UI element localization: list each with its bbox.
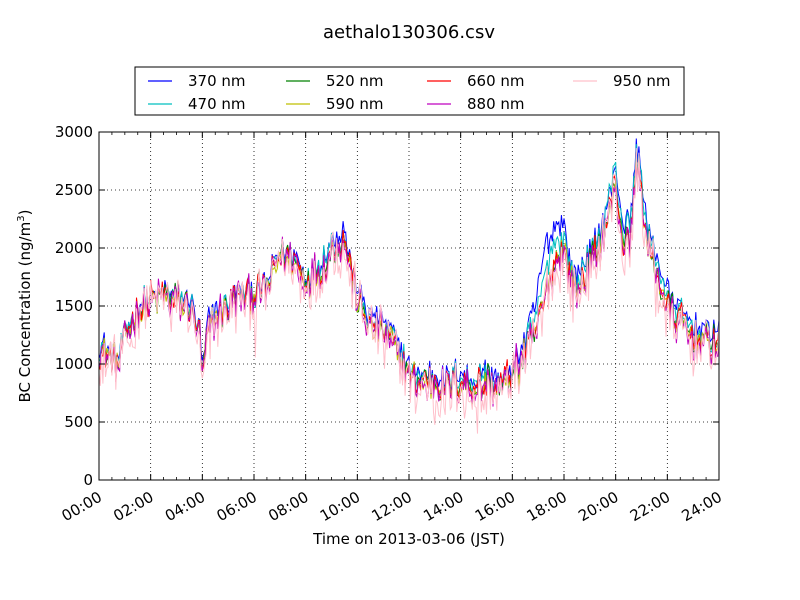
y-axis-label-superscript: 3	[16, 215, 27, 221]
x-tick-label: 16:00	[472, 488, 518, 525]
y-tick-label: 1000	[55, 355, 93, 373]
legend-label: 660 nm	[467, 72, 525, 90]
legend-label: 950 nm	[613, 72, 671, 90]
chart-title: aethalo130306.csv	[323, 22, 495, 43]
x-tick-label: 10:00	[317, 488, 363, 525]
x-axis-label: Time on 2013-03-06 (JST)	[312, 530, 505, 548]
y-axis-label-close: )	[16, 210, 34, 216]
x-tick-label: 06:00	[214, 488, 260, 525]
x-tick-label: 04:00	[162, 488, 208, 525]
legend-label: 880 nm	[467, 95, 525, 113]
series-line-370-nm	[98, 138, 720, 391]
x-tick-label: 12:00	[369, 488, 415, 525]
y-tick-label: 2000	[55, 239, 93, 257]
y-tick-label: 1500	[55, 297, 93, 315]
y-axis-label-main: BC Concentration (ng/m	[16, 222, 34, 403]
y-tick-label: 3000	[55, 123, 93, 141]
y-tick-label: 500	[64, 413, 93, 431]
legend-label: 470 nm	[188, 95, 246, 113]
legend-label: 590 nm	[326, 95, 384, 113]
x-tick-label: 08:00	[265, 488, 311, 525]
x-tick-label: 14:00	[420, 488, 466, 525]
y-axis-label: BC Concentration (ng/m3)	[16, 210, 34, 403]
series-line-950-nm	[98, 148, 720, 434]
y-tick-label: 0	[83, 471, 93, 489]
x-tick-label: 24:00	[679, 488, 725, 525]
x-tick-label: 18:00	[524, 488, 570, 525]
y-tick-label: 2500	[55, 181, 93, 199]
x-tick-label: 00:00	[59, 488, 105, 525]
legend-label: 520 nm	[326, 72, 384, 90]
x-tick-label: 22:00	[627, 488, 673, 525]
legend-box	[134, 66, 685, 116]
x-tick-label: 20:00	[575, 488, 621, 525]
legend: 370 nm 470 nm 520 nm 590 nm 660 nm 880 nm 950 …	[134, 66, 685, 116]
series-lines	[98, 138, 720, 434]
x-tick-label: 02:00	[110, 488, 156, 525]
legend-label: 370 nm	[188, 72, 246, 90]
